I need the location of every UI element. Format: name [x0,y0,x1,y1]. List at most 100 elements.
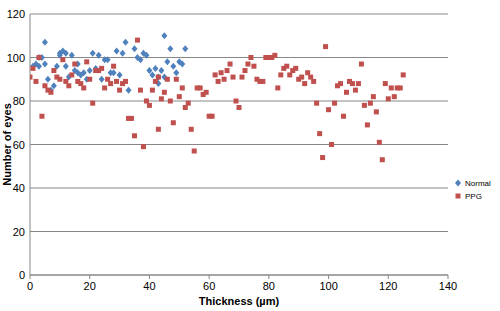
point [81,85,86,90]
chart: 020406080100120020406080100120140Thickne… [0,0,500,311]
point [338,81,343,86]
point [350,81,355,86]
point [213,72,218,77]
point [308,75,313,80]
x-tick-label: 0 [27,280,33,292]
point [78,81,83,86]
points [30,32,406,162]
point [42,39,48,46]
point [51,82,57,89]
point [183,105,188,110]
point [147,103,152,108]
point [371,94,376,99]
point [359,62,364,67]
y-tick-label: 20 [13,226,25,238]
point [317,131,322,136]
legend-label: PPG [465,192,482,201]
point [180,85,185,90]
point [39,114,44,119]
point [81,69,87,76]
point [123,39,129,46]
point [332,101,337,106]
point [171,120,176,125]
point [186,101,191,106]
point [228,62,233,67]
point [164,58,170,65]
x-tick [388,275,389,279]
point [152,65,158,72]
point [323,44,328,49]
point [87,67,93,74]
point [219,70,224,75]
point [234,99,239,104]
point [248,55,253,60]
y-tick-label: 100 [7,52,25,64]
point [302,81,307,86]
point [105,56,111,63]
grid-line [30,14,448,15]
point [132,45,138,52]
x-tick [448,275,449,279]
point [320,155,325,160]
point [245,62,250,67]
grid-line [30,231,448,232]
point [159,96,164,101]
point [63,63,69,70]
point [377,140,382,145]
point [42,61,48,68]
point [305,70,310,75]
point [198,85,203,90]
point [135,38,140,43]
point [90,50,96,57]
point [239,75,244,80]
point [344,90,349,95]
point [362,103,367,108]
point [108,81,113,86]
x-axis [30,275,448,276]
x-axis-title: Thickness (µm) [199,295,280,307]
point [182,45,188,52]
point [386,96,391,101]
point [156,75,161,80]
x-tick-label: 140 [439,280,457,292]
point [149,71,155,78]
point [189,127,194,132]
point [170,63,176,70]
y-tick-label: 60 [13,139,25,151]
point [66,83,71,88]
point [90,101,95,106]
point [222,77,227,82]
point [401,72,406,77]
point [398,85,403,90]
point [129,116,134,121]
point [63,79,68,84]
x-tick-label: 20 [84,280,96,292]
y-tick-label: 120 [7,8,25,20]
point [165,77,170,82]
grid-line [30,275,448,276]
point [105,77,110,82]
point [161,32,167,39]
point [341,114,346,119]
point [374,109,379,114]
point [45,76,51,83]
point [114,79,119,84]
point [99,76,105,83]
y-axis-title: Number of eyes [1,103,13,186]
point [278,72,283,77]
point [60,57,65,62]
point [30,75,33,80]
y-tick-label: 80 [13,95,25,107]
point [117,71,123,78]
point [174,77,179,82]
point [36,63,42,70]
point [51,68,56,73]
legend-marker [455,180,461,187]
point [389,85,394,90]
point [326,107,331,112]
x-tick [209,275,210,279]
point [192,149,197,154]
point [284,64,289,69]
point [57,77,62,82]
point [114,47,120,54]
